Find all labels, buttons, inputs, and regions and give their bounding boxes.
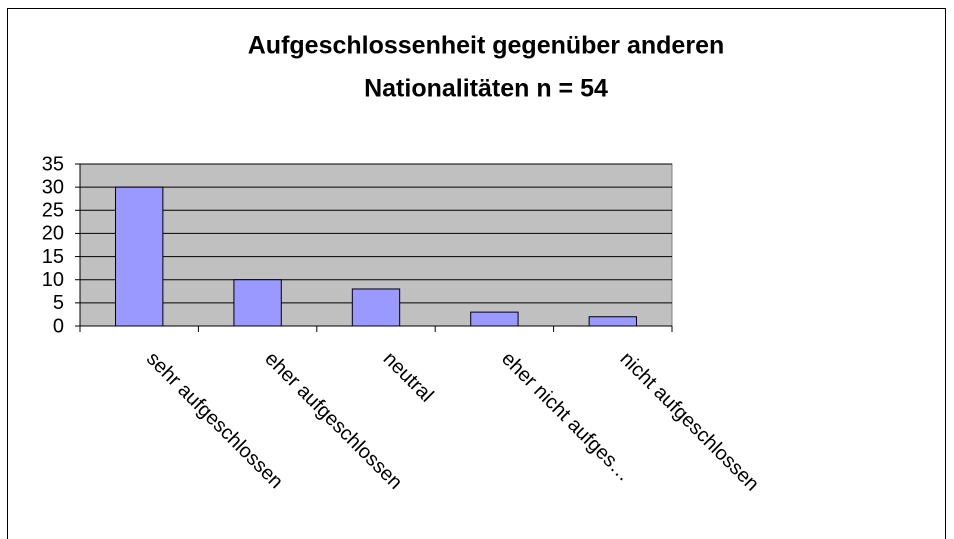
y-tick-label: 25	[42, 200, 64, 222]
y-tick-label: 15	[42, 246, 64, 268]
y-tick-label: 30	[42, 176, 64, 198]
bar	[115, 186, 164, 327]
bar	[233, 279, 282, 327]
y-tick-label: 10	[42, 269, 64, 291]
y-tick-label: 20	[42, 223, 64, 245]
y-tick-label: 0	[53, 315, 64, 337]
chart-title: Nationalitäten n = 54	[364, 75, 608, 103]
bar	[470, 311, 519, 327]
y-tick-label: 35	[42, 153, 64, 175]
bar	[351, 288, 401, 327]
chart-title: Aufgeschlossenheit gegenüber anderen	[248, 32, 725, 60]
bar	[588, 316, 637, 327]
y-tick-label: 5	[53, 292, 64, 314]
